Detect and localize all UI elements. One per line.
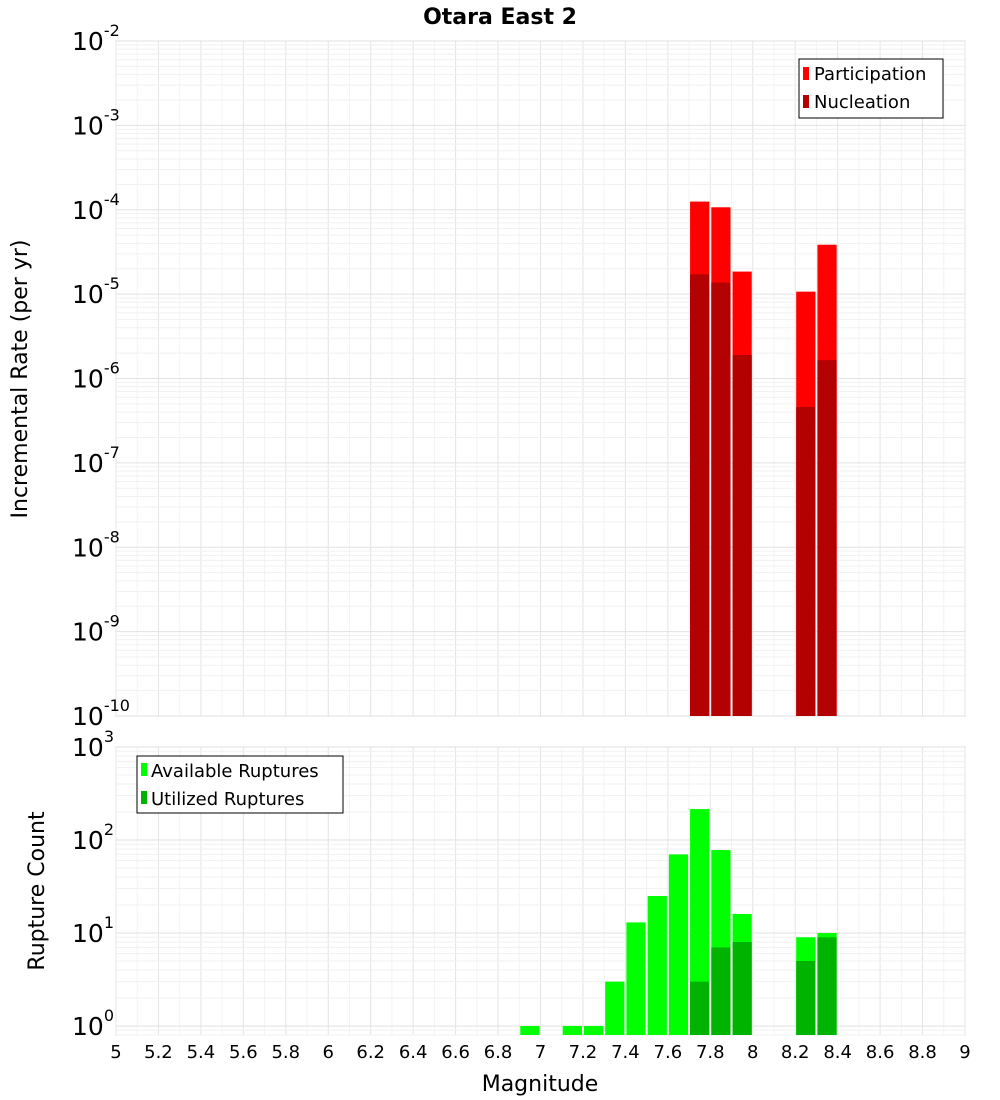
x-tick-label: 8.6 [866,1042,895,1063]
bar-nucleation [711,282,731,716]
x-tick-label: 5.4 [187,1042,216,1063]
x-tick-label: 8.8 [908,1042,937,1063]
rate-panel: 10-10 10-9 10-8 10-7 10-6 10-5 10-4 10-3 10-2 In… [8,21,966,731]
y-tick-label: 10-3 [72,105,120,140]
count-y-axis-label: Rupture Count [25,811,50,971]
count-panel: 100 101 102 103 5 5.2 5.4 5.6 5.8 6 6.2 6.4 6.6 6.8 7… [25,727,971,1097]
x-tick-label: 7.2 [569,1042,598,1063]
bar-available-ruptures [626,922,646,1035]
bar-utilized-ruptures [817,937,837,1035]
bar-utilized-ruptures [690,981,710,1035]
x-tick-label: 8.4 [823,1042,852,1063]
x-tick-label: 6.8 [484,1042,513,1063]
y-tick-label: 10-10 [72,696,130,731]
count-legend: Available Ruptures Utilized Ruptures [136,755,344,814]
y-tick-label: 10-2 [72,21,120,56]
x-tick-label: 9 [959,1042,970,1063]
x-tick-label: 6.6 [441,1042,470,1063]
bar-available-ruptures [690,809,710,1035]
legend-swatch-participation [803,67,809,80]
legend-label-participation: Participation [814,64,926,85]
bar-utilized-ruptures [732,942,752,1035]
x-tick-label: 5.2 [144,1042,173,1063]
x-tick-label: 5.8 [271,1042,300,1063]
x-tick-label: 7 [535,1042,546,1063]
bar-available-ruptures [583,1025,604,1035]
legend-label-utilized: Utilized Ruptures [151,789,304,810]
y-tick-label: 100 [72,1006,114,1041]
x-tick-label: 7.4 [611,1042,640,1063]
bar-available-ruptures [647,895,667,1035]
y-tick-label: 103 [72,727,114,762]
x-tick-label: 7.8 [696,1042,725,1063]
legend-swatch-available [141,763,147,776]
rate-y-axis-label: Incremental Rate (per yr) [8,240,33,519]
rate-legend: Participation Nucleation [798,58,944,119]
bar-available-ruptures [668,854,689,1035]
x-tick-label: 8 [747,1042,758,1063]
x-tick-label: 6.2 [356,1042,385,1063]
x-tick-label: 7.6 [654,1042,683,1063]
y-tick-label: 10-7 [72,443,120,478]
bar-available-ruptures [605,981,625,1035]
bar-utilized-ruptures [796,960,816,1035]
y-tick-label: 10-9 [72,612,120,647]
chart-title: Otara East 2 [423,5,577,30]
bar-nucleation [796,406,816,716]
x-tick-label: 8.2 [781,1042,810,1063]
y-tick-label: 10-5 [72,274,120,309]
legend-label-available: Available Ruptures [151,761,319,782]
bar-utilized-ruptures [711,947,731,1035]
legend-swatch-nucleation [803,95,809,108]
x-axis-label: Magnitude [482,1072,599,1097]
x-tick-label: 6 [323,1042,334,1063]
bar-nucleation [690,274,710,716]
y-tick-label: 10-8 [72,527,120,562]
bar-nucleation [817,360,837,716]
legend-label-nucleation: Nucleation [814,92,910,113]
y-tick-label: 102 [72,820,114,855]
bar-available-ruptures [520,1025,540,1035]
bar-nucleation [732,354,752,716]
x-tick-label: 6.4 [399,1042,428,1063]
y-tick-label: 10-4 [72,190,120,225]
y-tick-label: 10-6 [72,359,120,394]
y-tick-label: 101 [72,913,114,948]
bar-available-ruptures [562,1025,582,1035]
x-tick-label: 5 [110,1042,121,1063]
legend-swatch-utilized [141,791,147,804]
x-tick-label: 5.6 [229,1042,258,1063]
